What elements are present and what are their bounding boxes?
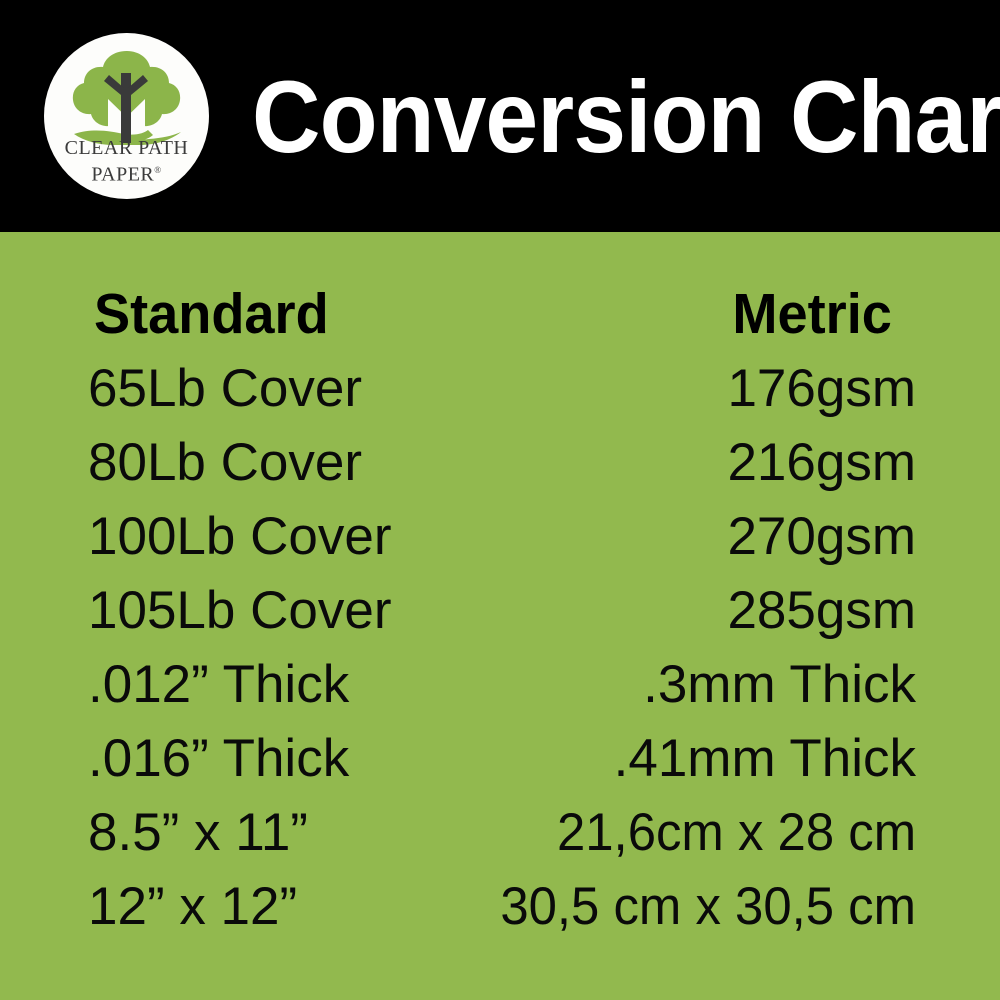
logo-line-2: PAPER® (44, 159, 209, 186)
table-cell-standard: .016” Thick (88, 729, 350, 788)
header-bar: CLEAR PATH PAPER® Conversion Chart (0, 0, 1000, 232)
table-cell-metric: 270gsm (727, 507, 916, 566)
table-cell-metric: 216gsm (727, 433, 916, 492)
table-cell-standard: 65Lb Cover (88, 359, 363, 418)
table-cell-metric: .41mm Thick (613, 729, 916, 788)
conversion-table: Standard 65Lb Cover 80Lb Cover 100Lb Cov… (0, 232, 1000, 1000)
clear-path-paper-logo: CLEAR PATH PAPER® (44, 33, 209, 199)
table-cell-metric: 30,5 cm x 30,5 cm (500, 877, 916, 936)
table-cell-standard: 12” x 12” (88, 877, 298, 936)
table-cell-standard: 80Lb Cover (88, 433, 363, 492)
table-cell-metric: 176gsm (727, 359, 916, 418)
registered-mark: ® (154, 165, 162, 175)
table-cell-standard: 8.5” x 11” (88, 803, 308, 862)
table-cell-standard: 105Lb Cover (88, 581, 392, 640)
table-cell-metric: 21,6cm x 28 cm (556, 803, 916, 862)
table-cell-standard: 100Lb Cover (88, 507, 392, 566)
logo-line-1: CLEAR PATH (64, 137, 189, 159)
logo-line-2-text: PAPER (91, 163, 155, 186)
column-header-standard: Standard (94, 282, 329, 346)
table-cell-metric: .3mm Thick (643, 655, 916, 714)
table-cell-standard: .012” Thick (88, 655, 350, 714)
page-title: Conversion Chart (252, 60, 1000, 174)
tree-icon (72, 51, 181, 145)
column-header-metric: Metric (732, 282, 892, 346)
table-cell-metric: 285gsm (727, 581, 916, 640)
